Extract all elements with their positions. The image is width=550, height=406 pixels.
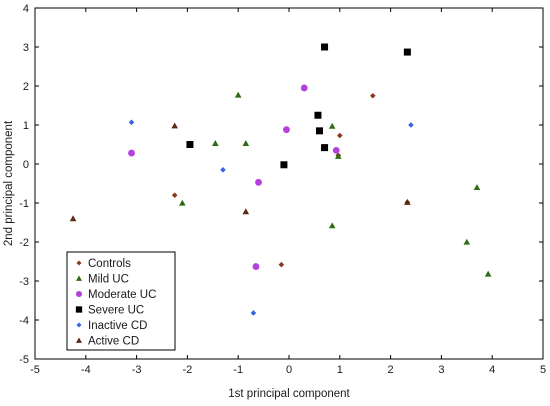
legend-swatch	[76, 275, 82, 281]
data-point	[283, 126, 290, 134]
data-point	[332, 146, 340, 154]
x-axis-title: 1st principal component	[228, 388, 350, 400]
legend-swatch	[75, 306, 83, 313]
y-tick-label: -4	[19, 315, 29, 327]
data-point	[408, 122, 414, 128]
data-point	[220, 167, 226, 173]
legend-label: Mild UC	[88, 274, 129, 286]
legend-label: Severe UC	[88, 305, 144, 317]
data-point	[186, 141, 194, 148]
data-point	[250, 310, 257, 316]
data-point	[463, 238, 471, 245]
x-tick-label: -2	[183, 364, 193, 376]
data-point	[212, 140, 219, 146]
y-tick-label: 2	[23, 81, 29, 93]
data-point	[242, 208, 250, 215]
y-tick-label: 1	[23, 120, 29, 132]
legend-box	[66, 251, 176, 351]
data-point	[252, 263, 260, 270]
data-point	[314, 111, 322, 119]
y-tick-label: 3	[23, 42, 29, 54]
x-tick-label: 4	[489, 364, 495, 376]
x-tick-label: 0	[286, 364, 292, 376]
x-tick-label: -3	[132, 364, 142, 376]
data-point	[321, 144, 329, 152]
data-point	[404, 198, 411, 205]
data-point	[315, 127, 323, 135]
data-point	[300, 84, 308, 92]
x-tick-label: 1	[337, 364, 343, 376]
data-point	[403, 48, 411, 56]
legend-swatch	[76, 260, 82, 266]
legend-swatch	[75, 290, 83, 298]
data-point	[255, 178, 262, 186]
legend-label: Moderate UC	[88, 289, 156, 301]
legend-swatch	[76, 337, 82, 343]
y-tick-label: -2	[19, 237, 29, 249]
data-point	[328, 122, 336, 129]
x-tick-label: -5	[30, 364, 40, 376]
data-point	[280, 161, 288, 169]
legend-label: Inactive CD	[88, 320, 147, 332]
series-moderate-uc	[128, 84, 340, 270]
data-point	[179, 199, 186, 206]
legend-label: Active CD	[88, 336, 139, 348]
series-mild-uc	[179, 91, 492, 277]
x-tick-label: -4	[81, 364, 91, 376]
data-point	[69, 215, 77, 222]
data-point	[484, 270, 492, 277]
data-point	[171, 192, 178, 198]
y-axis-title: 2nd principal component	[3, 120, 15, 246]
y-tick-label: 0	[23, 159, 29, 171]
series-active-cd	[69, 122, 411, 222]
data-point	[334, 152, 342, 159]
data-point	[278, 261, 285, 268]
data-point	[370, 92, 376, 99]
y-tick-label: -1	[19, 198, 29, 210]
data-point	[128, 119, 135, 126]
data-point	[234, 91, 242, 98]
data-point	[321, 43, 329, 51]
axes: -5 -4 -3 -2 -1 0 1 2 3 4 5 -5 -4 -3 -2 -1 0 1 2 3 4 1st princ…	[3, 3, 546, 400]
y-tick-label: -5	[19, 354, 29, 366]
x-tick-label: 5	[540, 364, 546, 376]
data-point	[337, 132, 343, 139]
x-tick-label: -1	[233, 364, 243, 376]
y-tick-label: 4	[23, 3, 29, 15]
y-tick-label: -3	[19, 276, 29, 288]
x-tick-label: 2	[388, 364, 394, 376]
legend-label: Controls	[88, 258, 131, 270]
data-point	[473, 184, 481, 191]
series-controls	[171, 92, 411, 268]
data-point	[171, 122, 178, 129]
plot-area	[69, 43, 492, 316]
data-point	[328, 222, 336, 229]
legend: Controls Mild UC Moderate UC Severe UC Inact…	[66, 251, 176, 351]
data-point	[128, 149, 135, 157]
x-tick-label: 3	[438, 364, 444, 376]
series-inactive-cd	[128, 119, 414, 316]
legend-swatch	[76, 322, 82, 328]
series-severe-uc	[186, 43, 411, 169]
data-point	[242, 140, 250, 146]
